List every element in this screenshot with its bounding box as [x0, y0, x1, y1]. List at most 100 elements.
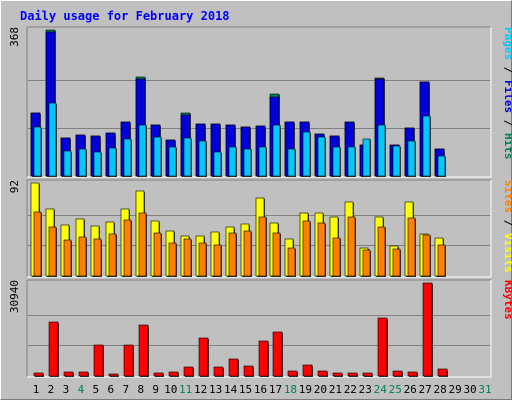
bar-sites — [153, 232, 162, 277]
bar-sites — [377, 226, 386, 277]
bar-sites — [63, 239, 72, 277]
bar-pages — [407, 140, 416, 177]
bar-sites — [437, 244, 446, 277]
x-tick-label: 1 — [33, 383, 40, 396]
panel-visits-sites: 92 Sites / Visits — [8, 179, 512, 278]
bar-kbytes — [228, 358, 239, 377]
bar-sites — [258, 216, 267, 277]
bar-kbytes — [198, 337, 209, 377]
bar-sites — [78, 236, 87, 277]
series-legend-label: KBytes — [502, 280, 512, 320]
bar-kbytes — [362, 372, 373, 377]
x-tick-label: 5 — [93, 383, 100, 396]
bar-kbytes — [93, 344, 104, 377]
bar-kbytes — [332, 372, 343, 377]
bar-sites — [228, 232, 237, 277]
x-tick-label: 27 — [419, 383, 432, 396]
bar-sites — [138, 212, 147, 277]
bar-pages — [123, 138, 132, 177]
bar-pages — [258, 146, 267, 177]
bar-pages — [48, 102, 57, 177]
bar-sites — [33, 211, 42, 277]
bar-sites — [108, 233, 117, 277]
bar-pages — [392, 145, 401, 177]
bar-sites — [422, 234, 431, 277]
x-tick-label: 12 — [194, 383, 207, 396]
bar-sites — [407, 217, 416, 277]
bar-pages — [228, 146, 237, 177]
bar-sites — [392, 248, 401, 277]
bar-sites — [332, 237, 341, 277]
y-axis-max-label: 92 — [8, 180, 21, 193]
bar-pages — [422, 115, 431, 177]
bar-pages — [138, 124, 147, 177]
bar-sites — [317, 222, 326, 277]
bar-kbytes — [153, 372, 164, 377]
bar-pages — [33, 126, 42, 177]
bar-sites — [287, 247, 296, 277]
bar-kbytes — [48, 321, 59, 377]
bar-sites — [243, 230, 252, 277]
bar-kbytes — [317, 370, 328, 377]
legend-entry: / — [502, 60, 512, 80]
bar-kbytes — [377, 317, 388, 377]
bar-kbytes — [213, 366, 224, 377]
bar-pages — [93, 151, 102, 177]
x-tick-label: 29 — [448, 383, 461, 396]
series-legend-label: Pages / Files / Hits — [502, 27, 512, 160]
bar-kbytes — [123, 344, 134, 377]
x-tick-label: 4 — [78, 383, 85, 396]
bar-pages — [317, 136, 326, 177]
bar-pages — [198, 140, 207, 177]
x-tick-label: 31 — [478, 383, 491, 396]
x-tick-label: 30 — [463, 383, 476, 396]
bar-sites — [272, 232, 281, 277]
bar-pages — [243, 148, 252, 177]
x-tick-label: 17 — [269, 383, 282, 396]
y-axis-max-label: 368 — [8, 27, 21, 47]
x-tick-label: 26 — [404, 383, 417, 396]
bar-pages — [332, 146, 341, 177]
bar-kbytes — [302, 364, 313, 377]
x-tick-label: 22 — [344, 383, 357, 396]
x-tick-label: 25 — [389, 383, 402, 396]
bar-sites — [362, 249, 371, 277]
x-tick-label: 15 — [239, 383, 252, 396]
bar-sites — [183, 238, 192, 277]
y-axis-max-label: 30940 — [8, 280, 21, 313]
x-tick-label: 24 — [374, 383, 388, 396]
legend-entry: Files — [502, 80, 512, 113]
bar-kbytes — [243, 365, 254, 377]
legend-entry: Sites — [502, 180, 512, 213]
x-tick-label: 16 — [254, 383, 267, 396]
bar-pages — [168, 146, 177, 177]
x-tick-label: 21 — [329, 383, 342, 396]
legend-entry: Hits — [502, 133, 512, 160]
x-tick-label: 14 — [224, 383, 238, 396]
series-legend-label: Sites / Visits — [502, 180, 512, 273]
bar-kbytes — [138, 324, 149, 377]
bar-sites — [347, 216, 356, 277]
bar-pages — [78, 148, 87, 177]
legend-entry: Pages — [502, 27, 512, 60]
x-tick-label: 11 — [179, 383, 192, 396]
bar-pages — [272, 124, 281, 177]
x-tick-label: 3 — [63, 383, 70, 396]
panel-hits-files-pages: 368 Pages / Files / Hits — [8, 26, 512, 178]
bar-kbytes — [422, 282, 433, 377]
bar-kbytes — [168, 371, 179, 377]
bar-pages — [287, 148, 296, 177]
bar-sites — [48, 226, 57, 277]
bar-pages — [108, 147, 117, 177]
legend-entry: KBytes — [502, 280, 512, 320]
x-tick-label: 2 — [48, 383, 55, 396]
x-tick-label: 10 — [164, 383, 177, 396]
bar-sites — [213, 244, 222, 277]
bar-pages — [437, 155, 446, 177]
bar-pages — [347, 146, 356, 177]
x-tick-label: 23 — [359, 383, 372, 396]
bar-pages — [362, 138, 371, 177]
bar-kbytes — [108, 373, 119, 377]
panel-kbytes: 30940 KBytes — [8, 279, 512, 378]
